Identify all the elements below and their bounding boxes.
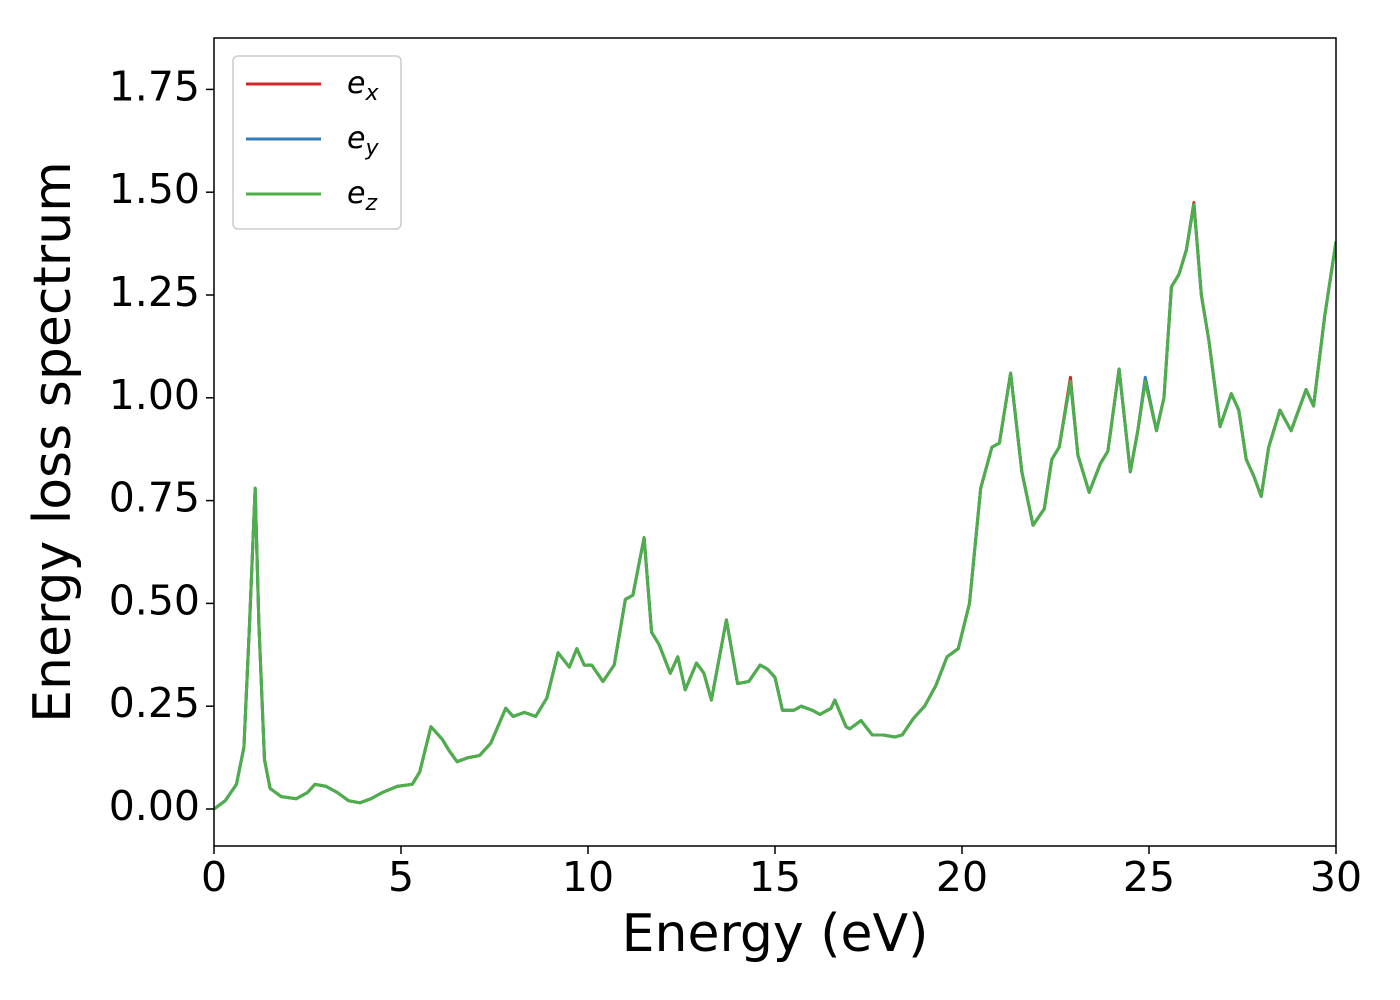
x-tick-label: 5 <box>388 853 414 901</box>
plot-frame <box>213 37 1337 847</box>
legend-name: e <box>347 176 365 211</box>
y-tick-label: 0.50 <box>109 576 200 624</box>
legend-name: e <box>347 66 365 101</box>
legend-label: ex <box>347 66 379 107</box>
x-tick-label: 10 <box>562 853 614 901</box>
x-tick-label: 0 <box>201 853 227 901</box>
x-tick-label: 20 <box>936 853 988 901</box>
legend-subscript: z <box>364 191 377 216</box>
y-tick-label: 0.75 <box>109 474 200 522</box>
y-tick-label: 0.00 <box>109 782 200 830</box>
y-axis-label: Energy loss spectrum <box>23 161 83 723</box>
x-axis-label: Energy (eV) <box>622 904 929 964</box>
y-tick-label: 1.25 <box>109 268 200 316</box>
legend-label: ey <box>347 121 379 162</box>
y-tick-label: 0.25 <box>109 679 200 727</box>
x-tick-label: 15 <box>749 853 801 901</box>
legend-subscript: y <box>364 136 379 161</box>
legend-name: e <box>347 121 365 156</box>
y-tick-label: 1.50 <box>109 165 200 213</box>
series-line <box>214 203 1336 811</box>
legend-box <box>232 55 402 230</box>
legend-subscript: x <box>364 81 379 106</box>
y-tick-label: 1.75 <box>109 62 200 110</box>
x-tick-label: 25 <box>1123 853 1175 901</box>
legend-label: ez <box>347 176 377 217</box>
series-line <box>214 203 1336 811</box>
y-tick-label: 1.00 <box>109 371 200 419</box>
x-tick-label: 30 <box>1310 853 1362 901</box>
series-line <box>214 200 1336 811</box>
